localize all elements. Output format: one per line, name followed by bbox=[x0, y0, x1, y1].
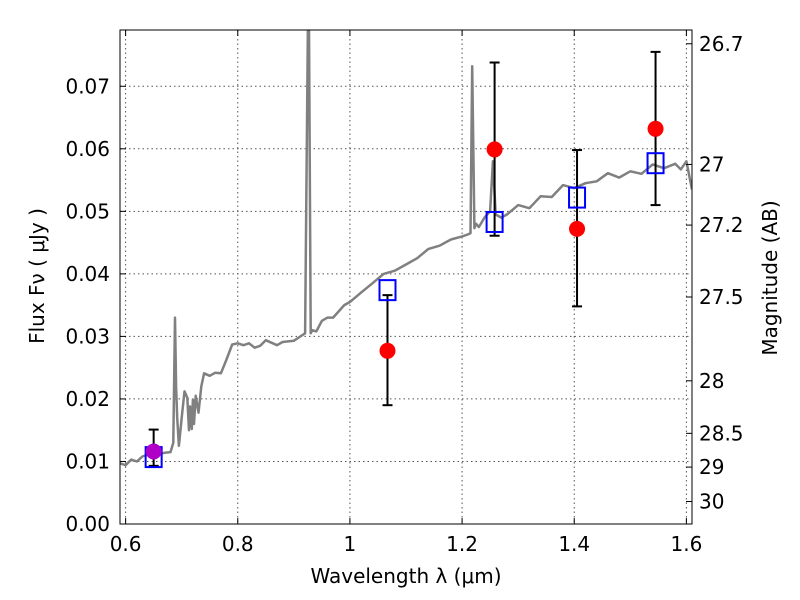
x-tick-label: 0.8 bbox=[222, 532, 254, 556]
grid bbox=[120, 30, 692, 525]
model-photometry-point bbox=[485, 210, 504, 233]
spectrum-line bbox=[120, 30, 692, 467]
magnitude-tick-label: 28.5 bbox=[699, 421, 744, 445]
y-tick-label: 0.05 bbox=[65, 199, 110, 223]
model-photometry-series bbox=[144, 152, 665, 469]
magnitude-tick-label: 30 bbox=[699, 489, 724, 513]
magnitude-tick-label: 27 bbox=[699, 152, 724, 176]
x-tick-label: 1.4 bbox=[558, 532, 590, 556]
right-axis-label: Magnitude (AB) bbox=[758, 200, 782, 355]
y-tick-label: 0.01 bbox=[65, 449, 110, 473]
magnitude-tick-label: 27.5 bbox=[699, 285, 744, 309]
magnitude-tick-label: 27.2 bbox=[699, 213, 744, 237]
model-photometry-point bbox=[378, 279, 397, 302]
observed-point bbox=[647, 120, 664, 137]
magnitude-tick-label: 26.7 bbox=[699, 32, 744, 56]
observed-point bbox=[145, 443, 162, 460]
observed-series bbox=[145, 120, 664, 460]
plot-area bbox=[120, 30, 692, 469]
x-tick-label: 1.2 bbox=[446, 532, 478, 556]
observed-point bbox=[569, 220, 586, 237]
model-photometry-point bbox=[568, 186, 587, 209]
y-tick-label: 0.00 bbox=[65, 512, 110, 536]
x-tick-label: 0.6 bbox=[110, 532, 142, 556]
plot-frame bbox=[119, 29, 693, 525]
magnitude-axis: 26.7 27 27.2 27.5 28 28.5 29 30 bbox=[686, 32, 744, 513]
y-axis-label: Flux Fν ( μJy ) bbox=[25, 208, 49, 344]
y-tick-label: 0.03 bbox=[65, 324, 110, 348]
x-tick-label: 1 bbox=[344, 532, 357, 556]
magnitude-tick-label: 29 bbox=[699, 455, 724, 479]
observed-point bbox=[379, 342, 396, 359]
x-axis-label: Wavelength λ (μm) bbox=[310, 564, 501, 588]
y-tick-label: 0.06 bbox=[65, 137, 110, 161]
model-photometry-point bbox=[646, 152, 665, 175]
y-tick-label: 0.07 bbox=[65, 74, 110, 98]
y-axis: 0.00 0.01 0.02 0.03 0.04 0.05 0.06 0.07 bbox=[65, 74, 126, 536]
spectrum-series bbox=[120, 30, 692, 467]
magnitude-tick-label: 28 bbox=[699, 369, 724, 393]
observed-point bbox=[486, 141, 503, 158]
x-tick-label: 1.6 bbox=[670, 532, 702, 556]
error-bars bbox=[148, 50, 661, 467]
y-tick-label: 0.04 bbox=[65, 262, 110, 286]
x-axis: 0.6 0.8 1 1.2 1.4 1.6 bbox=[110, 30, 702, 556]
y-tick-label: 0.02 bbox=[65, 387, 110, 411]
